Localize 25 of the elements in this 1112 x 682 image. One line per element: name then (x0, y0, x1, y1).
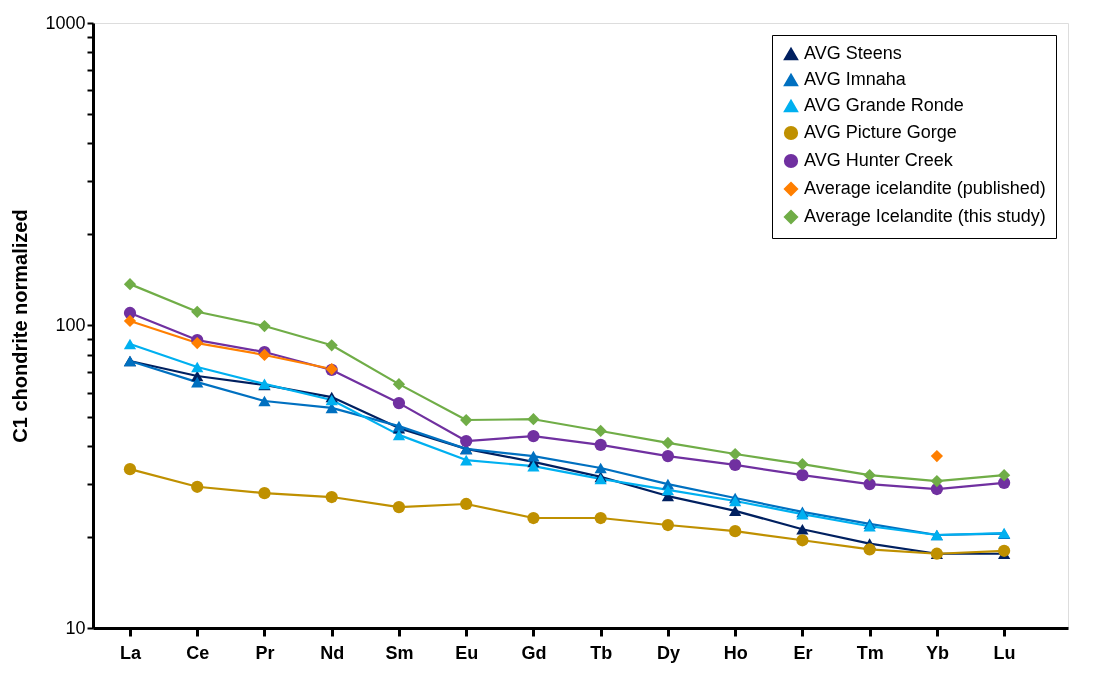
legend-label: Average icelandite (published) (804, 178, 1046, 198)
x-tick-label: Er (793, 642, 813, 663)
x-tick-label: Ho (723, 642, 748, 663)
x-tick-label: Eu (455, 642, 479, 663)
x-tick-label: Tm (856, 642, 884, 663)
x-tick-label: La (119, 642, 142, 663)
y-tick-label: 10 (65, 617, 86, 638)
legend-label: AVG Grande Ronde (804, 95, 964, 115)
x-tick-label: Yb (925, 642, 949, 663)
x-tick-label: Dy (656, 642, 680, 663)
x-tick-label: Nd (320, 642, 345, 663)
x-tick-label: Pr (255, 642, 275, 663)
x-tick-label: Tb (590, 642, 613, 663)
legend-label: AVG Picture Gorge (804, 122, 957, 142)
y-tick-label: 1000 (45, 12, 86, 33)
legend-label: AVG Hunter Creek (804, 150, 954, 170)
y-tick-label: 100 (55, 315, 86, 335)
x-tick-label: Gd (521, 642, 547, 663)
legend-label: Average Icelandite (this study) (804, 206, 1046, 226)
y-axis-title: C1 chondrite normalized (9, 209, 32, 443)
x-tick-label: Ce (186, 642, 210, 663)
x-tick-label: Sm (385, 642, 414, 663)
legend-label: AVG Imnaha (804, 69, 907, 89)
legend-label: AVG Steens (804, 43, 902, 63)
x-tick-label: Lu (993, 642, 1016, 663)
